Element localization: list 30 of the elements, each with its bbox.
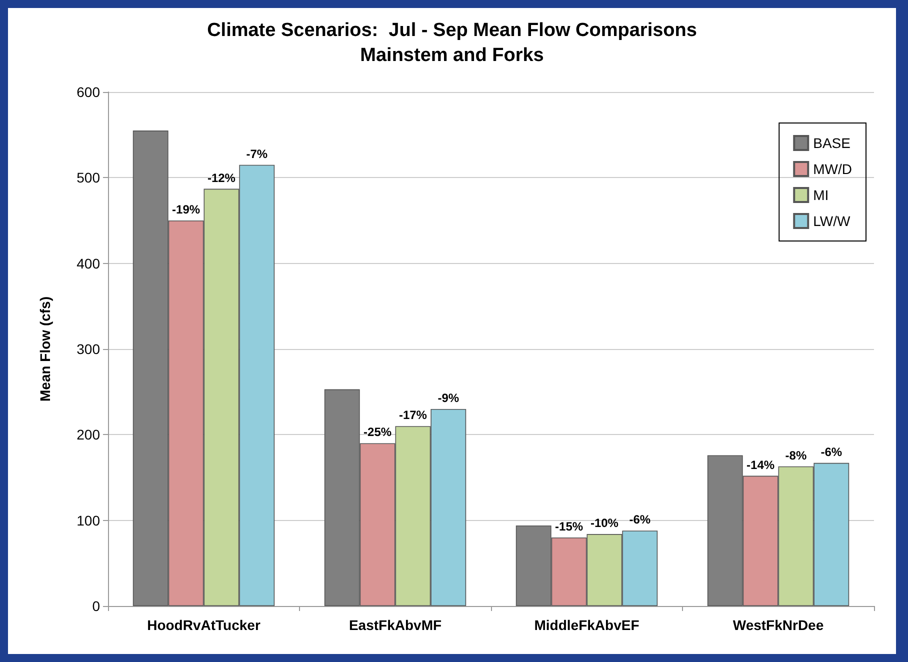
legend-label: LW/W [813, 213, 851, 229]
annotation: -9% [438, 390, 460, 405]
legend-label: MI [813, 187, 829, 203]
annotation: -12% [207, 170, 236, 185]
y-tick-label: 400 [76, 255, 100, 272]
annotation: -19% [172, 202, 200, 216]
legend-label: BASE [813, 135, 850, 151]
annotation: -6% [629, 512, 651, 527]
y-tick-label: 0 [92, 598, 100, 614]
y-tick-label: 100 [76, 512, 100, 528]
y-tick-label: 200 [76, 426, 100, 443]
annotation: -17% [398, 408, 428, 422]
x-tick-label: MiddleFkAbvEF [534, 617, 640, 633]
annotation: -14% [746, 458, 775, 472]
chart-title: Climate Scenarios: Jul - Sep Mean Flow Comparisons [207, 20, 697, 41]
annotation: -10% [590, 516, 619, 530]
x-tick-label: HoodRvAtTucker [147, 617, 261, 633]
annotation: -7% [246, 146, 268, 161]
legend-label: MW/D [813, 161, 852, 177]
y-tick-label: 500 [76, 170, 100, 186]
chart-subtitle: Mainstem and Forks [360, 45, 544, 66]
x-tick-label: WestFkNrDee [732, 617, 824, 633]
y-axis-title: Mean Flow (cfs) [37, 296, 53, 402]
x-tick-label: EastFkAbvMF [348, 617, 442, 633]
annotation: -25% [364, 425, 392, 440]
y-tick-label: 600 [76, 84, 100, 100]
annotation: -15% [555, 519, 584, 534]
annotation: -8% [785, 448, 807, 462]
y-tick-label: 300 [76, 341, 100, 357]
annotation: -6% [820, 444, 842, 459]
